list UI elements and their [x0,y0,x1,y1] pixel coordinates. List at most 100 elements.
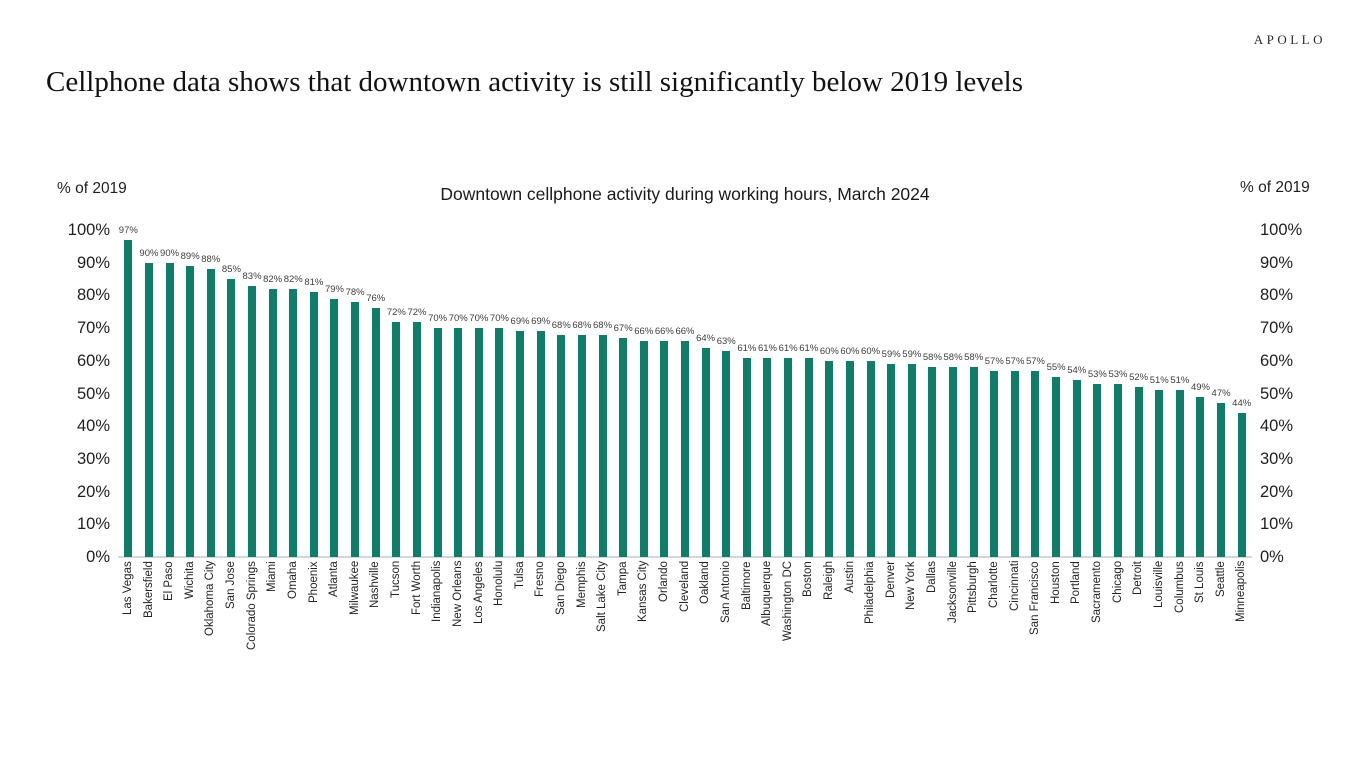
bar [351,301,360,557]
bar-value-label: 82% [263,273,283,285]
x-axis-label: Oakland [699,561,712,604]
x-axis-label: Washington DC [781,561,794,642]
x-axis-label: Oklahoma City [204,561,217,637]
x-axis-label: Miami [266,561,279,592]
bar [330,298,339,557]
bar-value-label: 58% [943,352,963,364]
bar-slot: 53% [1087,230,1108,557]
x-axis-label: Denver [884,561,897,599]
y-tick-label-right: 60% [1260,351,1294,370]
x-axis-label: Tucson [390,561,403,599]
y-tick-label-left: 90% [76,253,110,272]
bar [1175,390,1184,557]
x-axis-label: Colorado Springs [245,561,258,650]
bar-value-label: 83% [242,270,262,282]
bar [474,328,483,557]
bar-slot: 61% [798,230,819,557]
x-axis-label: Los Angeles [472,561,485,624]
bar-value-label: 70% [428,313,448,325]
bar-slot: 58% [922,230,943,557]
x-axis-label: Austin [843,561,856,593]
bar-value-label: 64% [696,332,716,344]
bar-slot: 63% [716,230,737,557]
x-axis-label: Minneapolis [1235,561,1248,623]
bar-value-label: 68% [572,319,592,331]
bar-value-label: 61% [799,342,819,354]
bar-slot: 82% [283,230,304,557]
x-axis-label: Philadelphia [864,561,877,624]
x-axis-label: Orlando [658,561,671,602]
bar [371,308,380,557]
x-axis-label: Chicago [1111,561,1124,604]
x-axis-label: Kansas City [637,561,650,623]
bar-slot: 78% [345,230,366,557]
bar-slot: 59% [901,230,922,557]
bar-slot: 68% [572,230,593,557]
bar [845,360,854,557]
x-axis-labels: Las Vegas Bakersfield El Paso Wichita Oklaho… [118,561,1252,701]
x-axis-label: San Diego [554,561,567,615]
bar [516,331,525,557]
bar-slot: 85% [221,230,242,557]
bar-value-label: 61% [778,342,798,354]
bar-slot: 79% [324,230,345,557]
x-axis-label: Fresno [534,561,547,597]
x-axis-label: New Orleans [451,561,464,628]
bar [557,334,566,557]
bar [433,328,442,557]
bar-slot: 66% [654,230,675,557]
bar [784,357,793,557]
y-tick-label-left: 0% [86,548,110,566]
bar-slot: 70% [469,230,490,557]
apollo-logo: APOLLO [1253,32,1326,47]
bar-slot: 90% [159,230,180,557]
bar-value-label: 60% [861,345,881,357]
bar [1010,370,1019,557]
bar-value-label: 51% [1170,375,1190,387]
y-tick-label-left: 70% [76,319,110,338]
bar-value-label: 58% [964,352,984,364]
bar [227,279,236,557]
bar [144,262,153,557]
x-axis-label: Detroit [1132,561,1145,595]
bar [990,370,999,557]
bar-value-label: 69% [531,316,551,328]
bar-slot: 59% [881,230,902,557]
bar-value-label: 89% [180,250,200,262]
bar [1052,377,1061,557]
x-axis-label: Indianapolis [431,561,444,623]
bar [619,337,628,557]
bar [763,357,772,557]
x-axis-label: Tulsa [513,561,526,589]
bar [392,321,401,557]
bar-slot: 89% [180,230,201,557]
bar-slot: 55% [1046,230,1067,557]
x-axis-label: St Louis [1194,561,1207,603]
x-axis-label: Raleigh [823,561,836,600]
x-axis-label: Columbus [1173,561,1186,613]
bar [907,364,916,557]
x-axis-label: Seattle [1214,561,1227,597]
y-tick-label-left: 20% [76,482,110,501]
bar-value-label: 59% [881,349,901,361]
bar [1134,386,1143,557]
x-axis-label: Cincinnati [1008,561,1021,612]
bar [949,367,958,557]
bar [268,288,277,557]
y-axis-unit-label-left: % of 2019 [57,180,127,197]
bar [680,341,689,557]
y-tick-label-left: 60% [76,351,110,370]
bar-slot: 70% [489,230,510,557]
bar-slot: 60% [840,230,861,557]
bar [825,360,834,557]
y-axis-unit-label-right: % of 2019 [1240,179,1310,196]
y-tick-label-left: 10% [76,515,110,534]
bar-slot: 70% [448,230,469,557]
x-axis-label: Bakersfield [142,561,155,618]
bar [598,334,607,557]
bar [309,292,318,557]
bar-value-label: 69% [510,316,530,328]
bar-slot: 57% [1005,230,1026,557]
x-axis-label: Albuquerque [761,561,774,627]
